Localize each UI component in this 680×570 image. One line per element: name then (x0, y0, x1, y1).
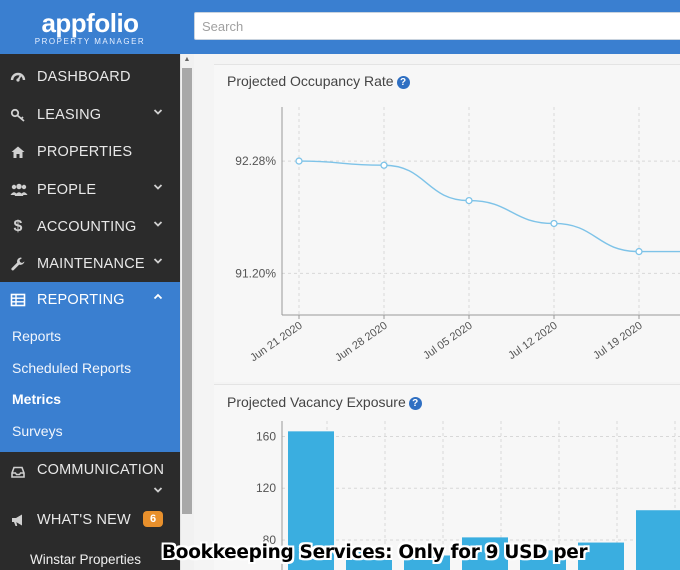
vacancy-bar-chart: 160 120 80 (256, 421, 680, 570)
table-icon (10, 292, 26, 308)
sidebar-item-people[interactable]: PEOPLE (0, 172, 180, 209)
sidebar-item-accounting[interactable]: $ ACCOUNTING (0, 209, 180, 246)
promo-banner: Bookkeeping Services: Only for 9 USD per (160, 540, 680, 570)
sidebar-item-reporting[interactable]: REPORTING (0, 282, 180, 319)
chevron-down-icon (153, 484, 163, 498)
submenu-item-surveys[interactable]: Surveys (12, 423, 63, 439)
reporting-submenu: Reports Scheduled Reports Metrics Survey… (0, 318, 180, 452)
submenu-item-scheduled-reports[interactable]: Scheduled Reports (12, 360, 132, 376)
appfolio-logo[interactable]: appfolio PROPERTY MANAGER (0, 0, 180, 54)
y-tick-label: 160 (256, 430, 276, 444)
bar (578, 542, 624, 570)
sidebar-item-label: PROPERTIES (37, 144, 133, 160)
occupancy-rate-card: Projected Occupancy Rate? 92.28% 91.20% Ju… (214, 64, 680, 382)
sidebar-item-label: WHAT'S NEW (37, 512, 131, 528)
y-tick-label: 120 (256, 481, 276, 495)
sidebar-item-dashboard[interactable]: DASHBOARD (0, 59, 180, 96)
people-icon (10, 182, 28, 198)
chart-title: Projected Occupancy Rate? (227, 73, 410, 89)
help-icon[interactable]: ? (408, 397, 422, 410)
chevron-down-icon (153, 255, 163, 269)
chevron-down-icon (153, 218, 163, 232)
x-tick-label: Jun 28 2020 (333, 320, 389, 365)
main-content: Projected Occupancy Rate? 92.28% 91.20% Ju… (194, 54, 680, 570)
bar (520, 550, 566, 570)
submenu-item-reports[interactable]: Reports (12, 328, 62, 344)
sidebar-item-label: MAINTENANCE (37, 256, 145, 272)
data-point (380, 161, 388, 169)
data-point (465, 196, 473, 205)
bar (288, 431, 334, 570)
chart-title: Projected Vacancy Exposure? (227, 394, 422, 410)
occupancy-line-chart: 92.28% 91.20% Jun 21 2020 Jun 28 2020 Jul 05… (235, 107, 680, 365)
help-icon[interactable]: ? (396, 76, 410, 89)
chevron-up-icon (153, 291, 163, 305)
sidebar-item-label: REPORTING (37, 292, 125, 308)
sidebar-item-label: PEOPLE (37, 182, 97, 198)
bar (404, 555, 450, 570)
wrench-icon (10, 256, 26, 272)
chevron-down-icon (153, 181, 163, 195)
x-tick-label: Jul 12 2020 (506, 320, 559, 362)
y-tick-label: 80 (263, 533, 277, 547)
promo-banner-text: Bookkeeping Services: Only for 9 USD per (162, 542, 588, 563)
company-name[interactable]: Winstar Properties (30, 552, 142, 567)
logo-text: appfolio (41, 8, 139, 38)
top-header: appfolio PROPERTY MANAGER (0, 0, 680, 54)
notification-badge: 6 (143, 511, 163, 527)
scrollbar-thumb[interactable] (182, 68, 192, 514)
x-tick-label: Jun 21 2020 (248, 320, 304, 365)
data-point (295, 157, 303, 165)
search-input[interactable] (194, 12, 680, 40)
submenu-item-metrics[interactable]: Metrics (12, 391, 62, 407)
x-tick-label: Jul 05 2020 (421, 320, 474, 362)
sidebar-item-label: LEASING (37, 107, 102, 123)
sidebar-item-label: ACCOUNTING (37, 219, 137, 235)
data-point (550, 219, 558, 228)
chevron-down-icon (153, 106, 163, 120)
sidebar-item-whats-new[interactable]: WHAT'S NEW 6 (0, 502, 180, 539)
scroll-up-arrow-icon[interactable]: ▲ (183, 56, 191, 63)
sidebar-item-leasing[interactable]: LEASING (0, 97, 180, 134)
dollar-icon: $ (13, 218, 23, 235)
sidebar-item-label: COMMUNICATION (37, 462, 165, 478)
sidebar-item-maintenance[interactable]: MAINTENANCE (0, 246, 180, 283)
sidebar-item-properties[interactable]: PROPERTIES (0, 134, 180, 171)
sidebar-item-communication[interactable]: COMMUNICATION (0, 454, 180, 498)
sidebar: DASHBOARD LEASING PROPERTIES PEOPLE $ AC… (0, 54, 180, 570)
key-icon (10, 107, 26, 123)
megaphone-icon (10, 512, 26, 528)
logo-subtitle: PROPERTY MANAGER (34, 37, 146, 46)
y-tick-label: 91.20% (235, 266, 276, 280)
home-icon (10, 144, 26, 160)
sidebar-item-label: DASHBOARD (37, 69, 131, 85)
y-tick-label: 92.28% (235, 154, 276, 168)
dashboard-icon (10, 69, 26, 85)
x-tick-label: Jul 19 2020 (591, 320, 644, 362)
data-point (635, 247, 643, 256)
bar (462, 537, 508, 570)
vacancy-exposure-card: Projected Vacancy Exposure? 160 120 80 (214, 384, 680, 570)
inbox-icon (10, 464, 26, 480)
bar (636, 510, 680, 570)
series-line (298, 160, 680, 253)
bar (346, 549, 392, 570)
